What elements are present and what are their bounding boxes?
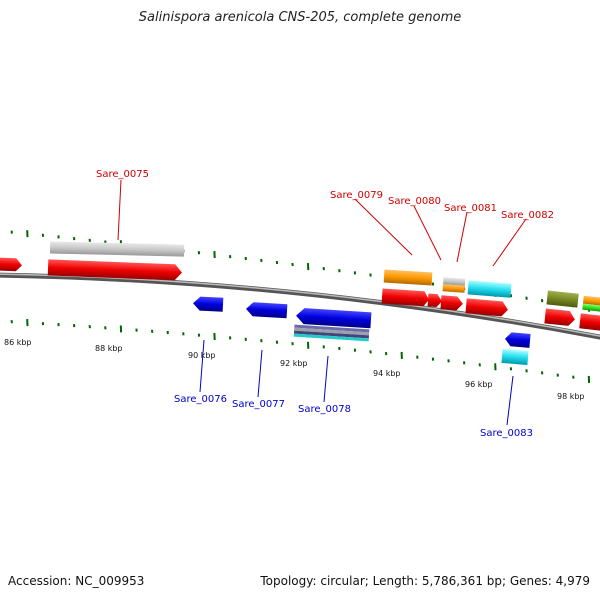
feature-multicolor-bar-0078-d: [293, 333, 369, 342]
forward-strand-features: [0, 241, 600, 332]
gene-label-sare-0078[interactable]: Sare_0078: [298, 404, 351, 415]
leader-line-sare-0075: [117, 179, 122, 241]
cds-arrow-sare-0079[interactable]: [381, 288, 430, 307]
kbp-label-96: 96 kbp: [465, 380, 493, 389]
kbp-label-98: 98 kbp: [557, 392, 585, 401]
cds-arrow-sare-0078[interactable]: [296, 308, 372, 329]
gene-label-sare-0076[interactable]: Sare_0076: [174, 394, 227, 405]
feature-multicolor-bar-0078-c: [293, 330, 369, 339]
feature-orange-bar-right: [582, 295, 600, 307]
feature-olive-bar: [546, 290, 579, 308]
kbp-label-86: 86 kbp: [4, 338, 32, 347]
leader-line-sare-0080: [413, 205, 442, 261]
feature-gray-bar-0080: [443, 277, 466, 286]
leader-line-sare-0083: [506, 375, 514, 426]
kbp-label-90: 90 kbp: [188, 351, 216, 360]
cds-arrow-sare-0082[interactable]: [465, 298, 508, 317]
reverse-gene-labels: Sare_0076 Sare_0077 Sare_0078 Sare_0083: [174, 339, 533, 439]
gene-label-sare-0082[interactable]: Sare_0082: [501, 210, 554, 221]
cds-arrow-partial-left: [0, 257, 22, 272]
kbp-label-94: 94 kbp: [373, 369, 401, 378]
feature-gray-bar: [49, 241, 185, 257]
kbp-label-92: 92 kbp: [280, 359, 308, 368]
feature-multicolor-bar-0078: [294, 324, 370, 333]
gene-label-sare-0075[interactable]: Sare_0075: [96, 169, 149, 180]
feature-green-bar-right: [582, 303, 600, 313]
leader-line-sare-0076: [199, 339, 205, 393]
genome-summary-text: Topology: circular; Length: 5,786,361 bp…: [260, 574, 590, 588]
gene-label-sare-0083[interactable]: Sare_0083: [480, 428, 533, 439]
cds-arrow-sare-0083[interactable]: [504, 332, 531, 348]
feature-cyan-bar-0083: [501, 348, 529, 366]
inner-tick-marks: [10, 319, 591, 383]
leader-line-sare-0077: [257, 349, 263, 398]
kbp-labels: 86 kbp 88 kbp 90 kbp 92 kbp 94 kbp 96 kb…: [4, 338, 585, 401]
cds-arrow-right-1: [544, 308, 575, 326]
gene-label-sare-0081[interactable]: Sare_0081: [444, 203, 497, 214]
forward-gene-labels: Sare_0075 Sare_0079 Sare_0080 Sare_0081 …: [96, 169, 554, 267]
feature-orange-bar-0079: [383, 269, 433, 286]
cds-arrow-sare-0075[interactable]: [47, 259, 183, 281]
cds-arrow-sare-0081[interactable]: [440, 295, 463, 311]
cds-arrow-sare-0077[interactable]: [246, 302, 288, 319]
feature-cyan-bar-0082: [467, 280, 512, 298]
cds-arrow-sare-0076[interactable]: [193, 296, 224, 312]
feature-orange-bar-0080: [442, 284, 465, 293]
leader-line-sare-0081: [456, 211, 468, 263]
feature-multicolor-bar-0078-b: [294, 327, 370, 336]
leader-line-sare-0079: [354, 198, 413, 256]
leader-line-sare-0078: [323, 355, 329, 403]
gene-label-sare-0079[interactable]: Sare_0079: [330, 190, 383, 201]
reverse-strand-features: [193, 296, 531, 366]
genome-backbone: [0, 272, 600, 340]
leader-line-sare-0082: [492, 218, 527, 267]
accession-text: Accession: NC_009953: [8, 574, 145, 588]
cds-arrow-sare-0080[interactable]: [427, 293, 443, 308]
gene-label-sare-0080[interactable]: Sare_0080: [388, 196, 441, 207]
gene-label-sare-0077[interactable]: Sare_0077: [232, 399, 285, 410]
cds-arrow-right-2: [579, 313, 600, 332]
page-title: Salinispora arenicola CNS-205, complete …: [138, 10, 462, 25]
kbp-label-88: 88 kbp: [95, 344, 123, 353]
